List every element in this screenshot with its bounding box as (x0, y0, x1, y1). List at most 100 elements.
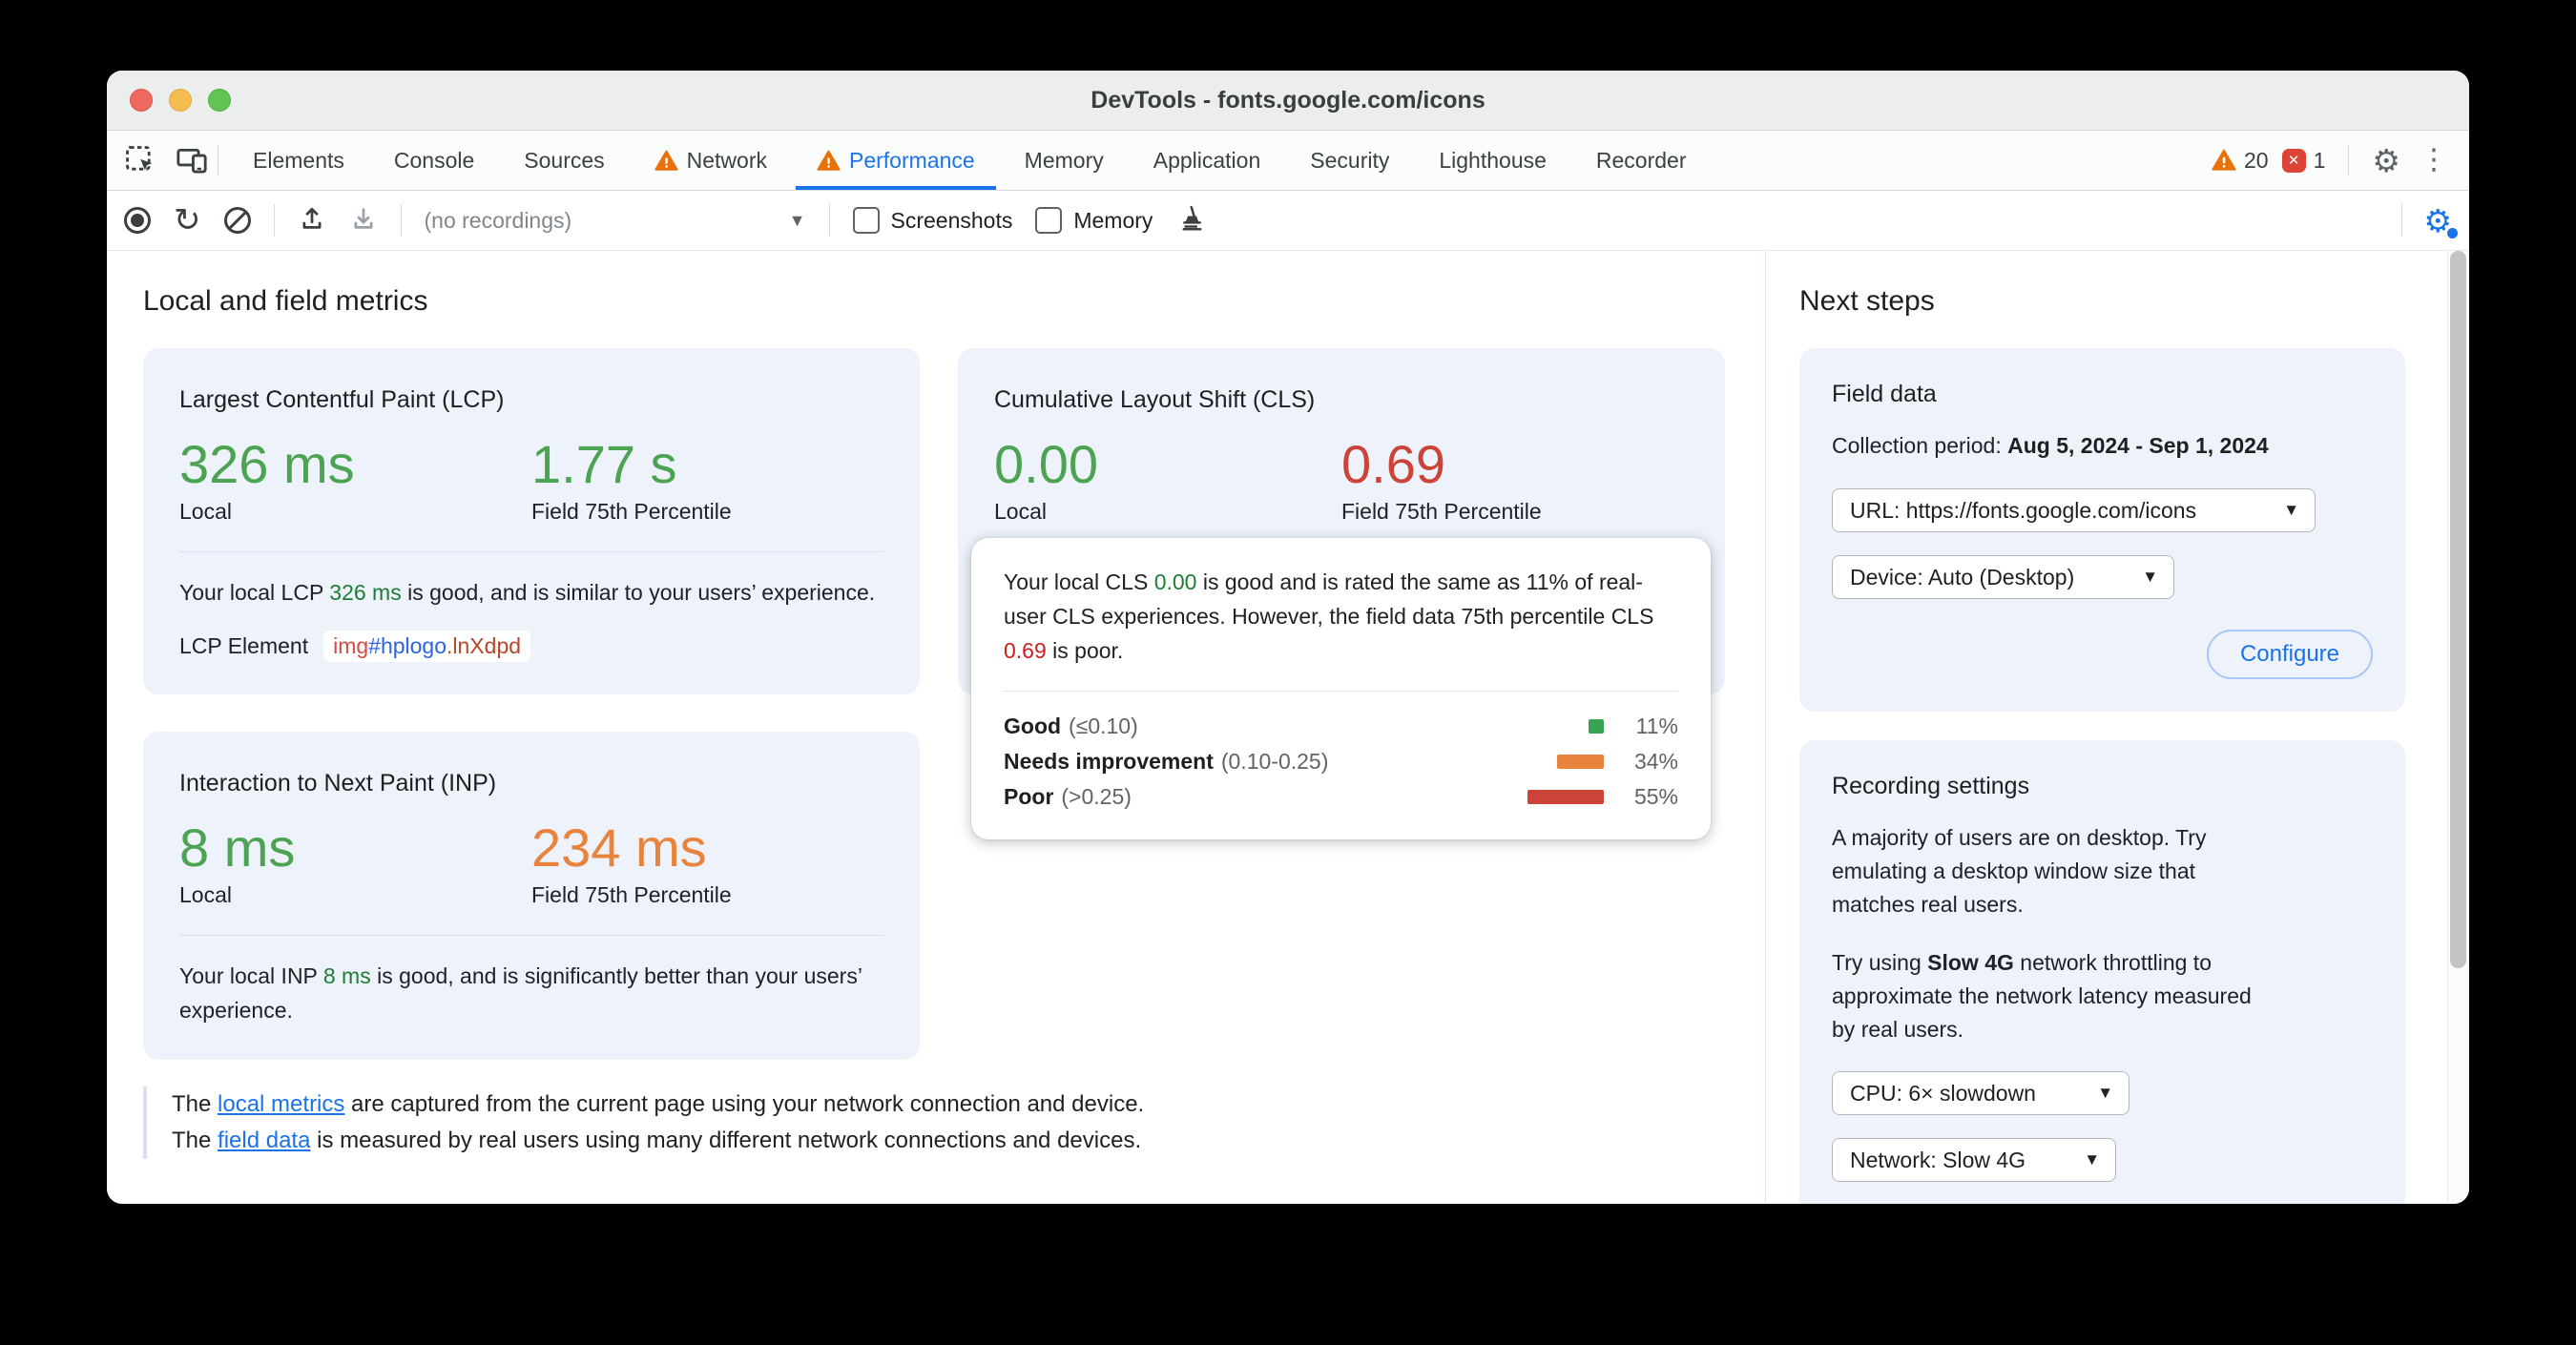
error-count: 1 (2313, 147, 2326, 173)
card-divider (179, 551, 883, 552)
traffic-lights (130, 71, 231, 130)
recording-settings-paragraph-2: Try using Slow 4G network throttling to … (1832, 950, 2252, 1042)
lcp-description: Your local LCP 326 ms is good, and is si… (179, 580, 876, 605)
cls-distribution-row-poor: Poor (>0.25) 55% (1004, 784, 1678, 809)
clear-button[interactable] (223, 207, 251, 234)
network-throttle-select[interactable]: Network: Slow 4G ▼ (1832, 1138, 2117, 1182)
cls-tooltip-text: Your local CLS 0.00 is good and is rated… (1004, 569, 1654, 663)
load-profile-button[interactable] (298, 204, 326, 238)
next-steps-sidebar: Next steps Field data Collection period:… (1766, 251, 2447, 1204)
errors-badge[interactable]: ✕ 1 (2281, 147, 2326, 174)
screenshots-checkbox[interactable] (852, 207, 880, 234)
upload-icon (298, 204, 326, 238)
toolbar-right: ⚙ (2401, 202, 2458, 238)
inspect-element-button[interactable] (124, 144, 156, 176)
warnings-badge[interactable]: 20 (2212, 148, 2269, 174)
next-steps-heading: Next steps (1799, 285, 1935, 317)
inspect-cursor-icon (124, 144, 156, 176)
tab-console[interactable]: Console (393, 147, 475, 173)
tabbar-right-divider (2348, 144, 2350, 176)
url-select[interactable]: URL: https://fonts.google.com/icons ▼ (1832, 488, 2316, 532)
cls-tooltip: Your local CLS 0.00 is good and is rated… (971, 538, 1711, 839)
settings-gear-icon[interactable]: ⚙ (2372, 142, 2400, 178)
save-profile-button[interactable] (349, 204, 378, 238)
field-data-card: Field data Collection period: Aug 5, 202… (1799, 348, 2406, 712)
device-toolbar-icon (176, 144, 208, 176)
tab-sources[interactable]: Sources (524, 147, 605, 173)
recordings-select[interactable]: (no recordings) ▼ (424, 207, 806, 233)
inp-card: Interaction to Next Paint (INP) 8 ms Loc… (143, 732, 920, 1060)
device-select[interactable]: Device: Auto (Desktop) ▼ (1832, 555, 2175, 599)
more-options-icon[interactable]: ⋮ (2420, 144, 2448, 176)
local-metrics-link[interactable]: local metrics (218, 1091, 345, 1117)
cpu-throttle-select[interactable]: CPU: 6× slowdown ▼ (1832, 1071, 2130, 1115)
error-icon: ✕ (2281, 148, 2306, 173)
tab-security[interactable]: Security (1310, 147, 1390, 173)
chevron-down-icon: ▼ (788, 210, 806, 230)
inp-card-title: Interaction to Next Paint (INP) (179, 770, 497, 797)
zoom-window-button[interactable] (208, 89, 231, 112)
tabbar-tools (124, 131, 208, 190)
lcp-local-label: Local (179, 499, 232, 524)
record-button[interactable] (124, 207, 151, 234)
configure-button[interactable]: Configure (2206, 630, 2374, 679)
lcp-local-metric: 326 ms Local (179, 435, 531, 525)
memory-checkbox-row[interactable]: Memory (1035, 207, 1153, 234)
inp-local-value: 8 ms (179, 817, 296, 878)
window-titlebar: DevTools - fonts.google.com/icons (107, 71, 2469, 131)
cls-local-metric: 0.00 Local (994, 435, 1341, 525)
reload-and-record-button[interactable]: ↻ (174, 201, 201, 239)
warning-icon (654, 149, 678, 173)
warning-icon (2212, 148, 2236, 173)
card-divider (179, 935, 883, 936)
tab-lighthouse[interactable]: Lighthouse (1439, 147, 1547, 173)
inp-description: Your local INP 8 ms is good, and is sign… (179, 963, 862, 1023)
cls-field-label: Field 75th Percentile (1341, 499, 1542, 524)
minimize-window-button[interactable] (169, 89, 192, 112)
window-title: DevTools - fonts.google.com/icons (1091, 86, 1485, 114)
poor-bar (1527, 790, 1604, 804)
collection-period: Collection period: Aug 5, 2024 - Sep 1, … (1832, 433, 2269, 458)
toolbar-divider (400, 204, 402, 237)
scrollbar-track[interactable] (2447, 251, 2469, 1204)
tab-elements[interactable]: Elements (253, 147, 344, 173)
lcp-field-metric: 1.77 s Field 75th Percentile (531, 435, 883, 525)
inp-field-metric: 234 ms Field 75th Percentile (531, 818, 883, 908)
cls-distribution-row-good: Good (≤0.10) 11% (1004, 714, 1678, 738)
tab-recorder[interactable]: Recorder (1595, 147, 1687, 173)
tab-performance[interactable]: Performance (792, 131, 1000, 190)
tab-memory[interactable]: Memory (1024, 147, 1104, 173)
inp-local-label: Local (179, 882, 232, 907)
download-icon (349, 204, 378, 238)
lcp-element-link[interactable]: img#hplogo.lnXdpd (323, 631, 531, 662)
memory-checkbox[interactable] (1035, 207, 1063, 234)
inp-field-value: 234 ms (531, 817, 707, 878)
local-field-metrics-heading: Local and field metrics (143, 285, 428, 317)
cls-local-label: Local (994, 499, 1047, 524)
cls-distribution-row-needs-improvement: Needs improvement (0.10-0.25) 34% (1004, 749, 1678, 774)
scrollbar-thumb[interactable] (2450, 251, 2467, 968)
collect-garbage-button[interactable] (1175, 204, 1204, 238)
tab-application[interactable]: Application (1153, 147, 1261, 173)
device-toolbar-button[interactable] (176, 144, 208, 176)
good-bar (1589, 719, 1604, 734)
field-data-link[interactable]: field data (218, 1128, 311, 1153)
recording-settings-title: Recording settings (1832, 773, 2030, 799)
close-window-button[interactable] (130, 89, 153, 112)
tab-network[interactable]: Network (630, 131, 792, 190)
footnote-line-2: The field data is measured by real users… (172, 1128, 1142, 1153)
performance-toolbar: ↻ (no recordings) ▼ (107, 191, 2469, 251)
inp-local-metric: 8 ms Local (179, 818, 531, 908)
performance-panel-content: Local and field metrics Largest Contentf… (107, 251, 2469, 1204)
lcp-element-label: LCP Element (179, 633, 309, 658)
cls-card-title: Cumulative Layout Shift (CLS) (994, 386, 1316, 413)
screenshots-checkbox-row[interactable]: Screenshots (852, 207, 1012, 234)
tabbar-right: 20 ✕ 1 ⚙ ⋮ (2212, 131, 2454, 190)
panel-tabs: Elements Console Sources Network Perform… (228, 131, 1712, 190)
recording-settings-paragraph-1: A majority of users are on desktop. Try … (1832, 825, 2207, 917)
settings-gear-notification-icon[interactable]: ⚙ (2423, 202, 2458, 238)
metrics-footnote: The local metrics are captured from the … (143, 1086, 1765, 1159)
chevron-down-icon: ▼ (2283, 501, 2300, 519)
footnote-line-1: The local metrics are captured from the … (172, 1091, 1145, 1117)
